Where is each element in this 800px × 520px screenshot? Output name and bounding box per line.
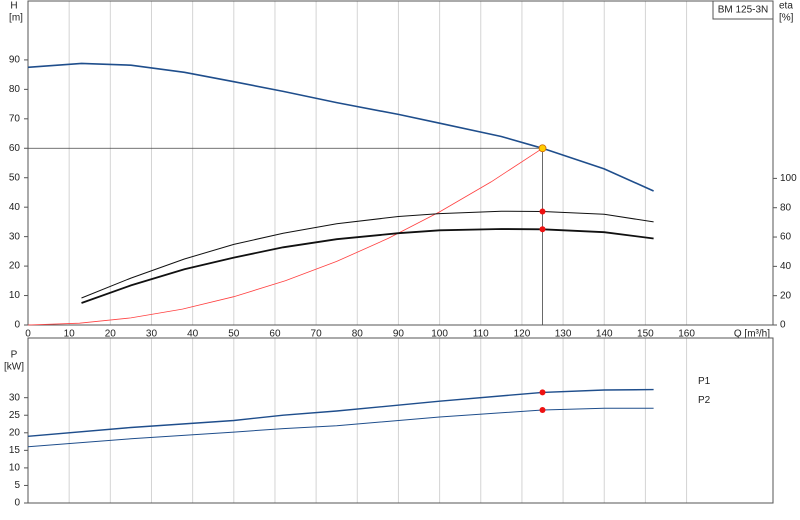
duty-dot — [539, 208, 546, 215]
x-tick-label: 80 — [352, 329, 364, 340]
plot-frame — [27, 0, 774, 326]
y-axis-label: P — [11, 350, 18, 361]
y-tick-label: 30 — [9, 392, 21, 403]
x-tick-label: 150 — [637, 329, 654, 340]
x-tick-label: 110 — [473, 329, 489, 340]
y2-tick-label: 80 — [780, 202, 792, 213]
y-tick-label: 70 — [9, 113, 21, 124]
curve — [81, 228, 654, 304]
x-tick-label: 50 — [228, 329, 240, 340]
series-label: P1 — [698, 376, 711, 387]
y2-tick-label: 60 — [780, 232, 792, 243]
curve — [27, 388, 654, 437]
curve — [81, 210, 654, 299]
y-axis-unit: [kW] — [4, 362, 24, 373]
y-tick-label: 20 — [9, 261, 21, 272]
y-tick-label: 0 — [14, 320, 20, 331]
y2-axis-label: eta — [779, 1, 793, 12]
y2-tick-label: 100 — [780, 173, 797, 184]
x-tick-label: 120 — [514, 329, 531, 340]
y2-tick-label: 20 — [780, 290, 792, 301]
x-tick-label: 100 — [431, 329, 448, 340]
y-axis-label: H — [10, 1, 17, 12]
x-tick-label: 70 — [311, 329, 323, 340]
y2-tick-label: 40 — [780, 261, 792, 272]
duty-dot — [539, 389, 546, 396]
y-tick-label: 90 — [9, 55, 21, 66]
x-tick-label: 160 — [678, 329, 695, 340]
y-tick-label: 40 — [9, 202, 21, 213]
chart-title: BM 125-3N — [718, 5, 769, 16]
y-tick-label: 60 — [9, 143, 21, 154]
y-tick-label: 80 — [9, 84, 21, 95]
y-tick-label: 20 — [9, 427, 21, 438]
x-tick-label: 30 — [146, 329, 158, 340]
x-tick-label: 40 — [187, 329, 199, 340]
y2-axis-unit: [%] — [779, 13, 794, 24]
y-tick-label: 5 — [14, 480, 20, 491]
y-tick-label: 50 — [9, 172, 21, 183]
duty-dot — [539, 226, 546, 233]
x-tick-label: 20 — [105, 329, 117, 340]
y-tick-label: 10 — [9, 463, 21, 474]
x-tick-label: 0 — [25, 329, 31, 340]
x-tick-label: 140 — [596, 329, 613, 340]
y2-tick-label: 0 — [780, 320, 786, 331]
x-axis-label: Q [m³/h] — [734, 329, 770, 340]
y-tick-label: 10 — [9, 290, 21, 301]
y-tick-label: 0 — [14, 498, 20, 509]
x-tick-label: 130 — [555, 329, 572, 340]
plot-frame — [27, 337, 774, 504]
series-label: P2 — [698, 395, 711, 406]
y-tick-label: 30 — [9, 231, 21, 242]
y-tick-label: 25 — [9, 410, 21, 421]
y-axis-unit: [m] — [9, 13, 23, 24]
x-tick-label: 90 — [393, 329, 405, 340]
x-tick-label: 10 — [64, 329, 76, 340]
duty-dot — [539, 406, 546, 413]
curve — [27, 147, 543, 326]
duty-point — [538, 144, 547, 153]
curve — [27, 407, 654, 448]
y-tick-label: 15 — [9, 445, 21, 456]
x-tick-label: 60 — [269, 329, 281, 340]
